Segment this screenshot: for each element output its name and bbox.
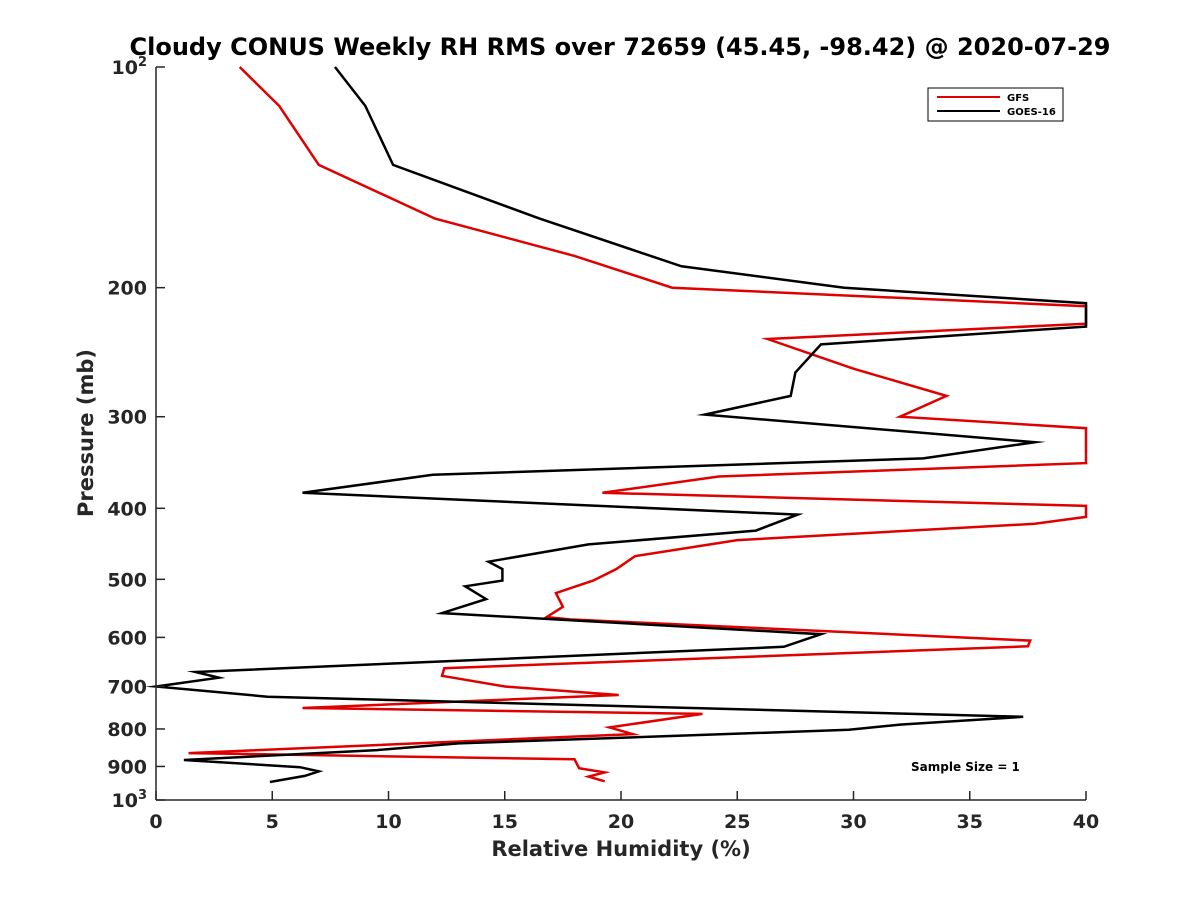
series-line-goes16 (145, 66, 1088, 784)
x-tick-label: 25 (724, 811, 750, 833)
x-tick-label: 35 (957, 811, 983, 833)
y-tick-label: 800 (107, 719, 147, 741)
y-tick-label: 600 (107, 627, 147, 649)
sample-size-annotation: Sample Size = 1 (911, 760, 1020, 774)
y-tick-label: 300 (107, 407, 147, 429)
y-tick-label: 900 (107, 756, 147, 778)
x-tick-label: 10 (375, 811, 401, 833)
legend-box (927, 87, 1064, 122)
plot-area (156, 67, 1086, 800)
ticks-layer: 0 5 10 15 20 25 30 35 40 102 200 300 400 500 600 700 800… (107, 55, 1099, 833)
x-tick-label: 20 (608, 811, 634, 833)
y-tick-label: 700 (107, 676, 147, 698)
y-tick-label: 102 (112, 55, 148, 79)
legend: GFS GOES-16 (927, 87, 1064, 122)
x-tick-label: 0 (149, 811, 162, 833)
y-tick-label: 103 (112, 788, 148, 812)
y-tick-label: 400 (107, 498, 147, 520)
legend-label-gfs: GFS (1007, 93, 1029, 104)
x-tick-label: 30 (840, 811, 866, 833)
y-tick-label: 200 (107, 278, 147, 300)
x-tick-label: 40 (1073, 811, 1099, 833)
chart-title: Cloudy CONUS Weekly RH RMS over 72659 (4… (130, 33, 1111, 61)
x-tick-label: 15 (492, 811, 518, 833)
y-axis-label: Pressure (mb) (74, 349, 98, 517)
series-layer (145, 66, 1088, 784)
legend-label-goes16: GOES-16 (1007, 107, 1056, 118)
y-tick-label: 500 (107, 569, 147, 591)
x-tick-label: 5 (266, 811, 279, 833)
x-axis-label: Relative Humidity (%) (491, 837, 750, 861)
